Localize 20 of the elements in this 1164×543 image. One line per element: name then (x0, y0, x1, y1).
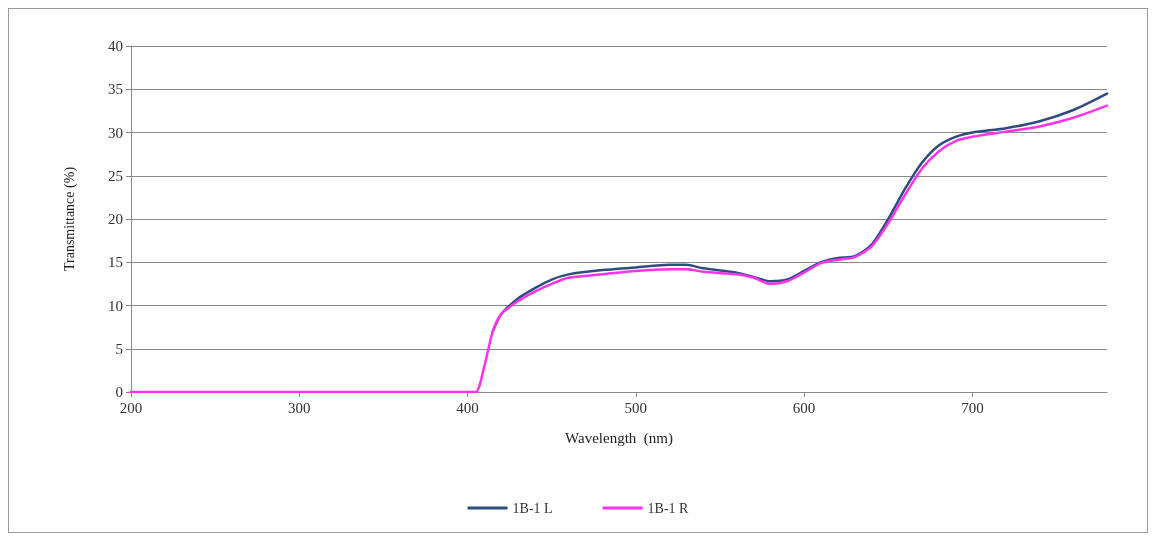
line-series (129, 104, 1109, 394)
x-tick-label: 400 (456, 399, 479, 416)
y-tick-label: 35 (108, 81, 123, 98)
x-tick-label: 500 (624, 399, 648, 416)
y-tick-label: 30 (108, 124, 123, 141)
legend-label: 1B-1 R (647, 500, 690, 516)
y-tick-label: 10 (108, 297, 123, 314)
x-axis-title: Wavelength (nm) (565, 429, 673, 447)
y-tick-label: 25 (108, 167, 123, 184)
y-tick-label: 40 (108, 38, 123, 54)
x-tick-label: 200 (119, 399, 143, 416)
y-tick-label: 15 (108, 254, 123, 271)
x-tick-label: 300 (288, 399, 311, 416)
legend-label: 1B-1 L (512, 500, 553, 516)
x-tick-label: 700 (961, 399, 984, 416)
y-tick-label: 0 (115, 384, 123, 400)
y-tick-label: 5 (115, 340, 123, 357)
y-tick-label: 20 (108, 211, 123, 227)
y-axis-title: Transmittance (%) (61, 166, 78, 272)
x-tick-label: 600 (792, 399, 816, 416)
